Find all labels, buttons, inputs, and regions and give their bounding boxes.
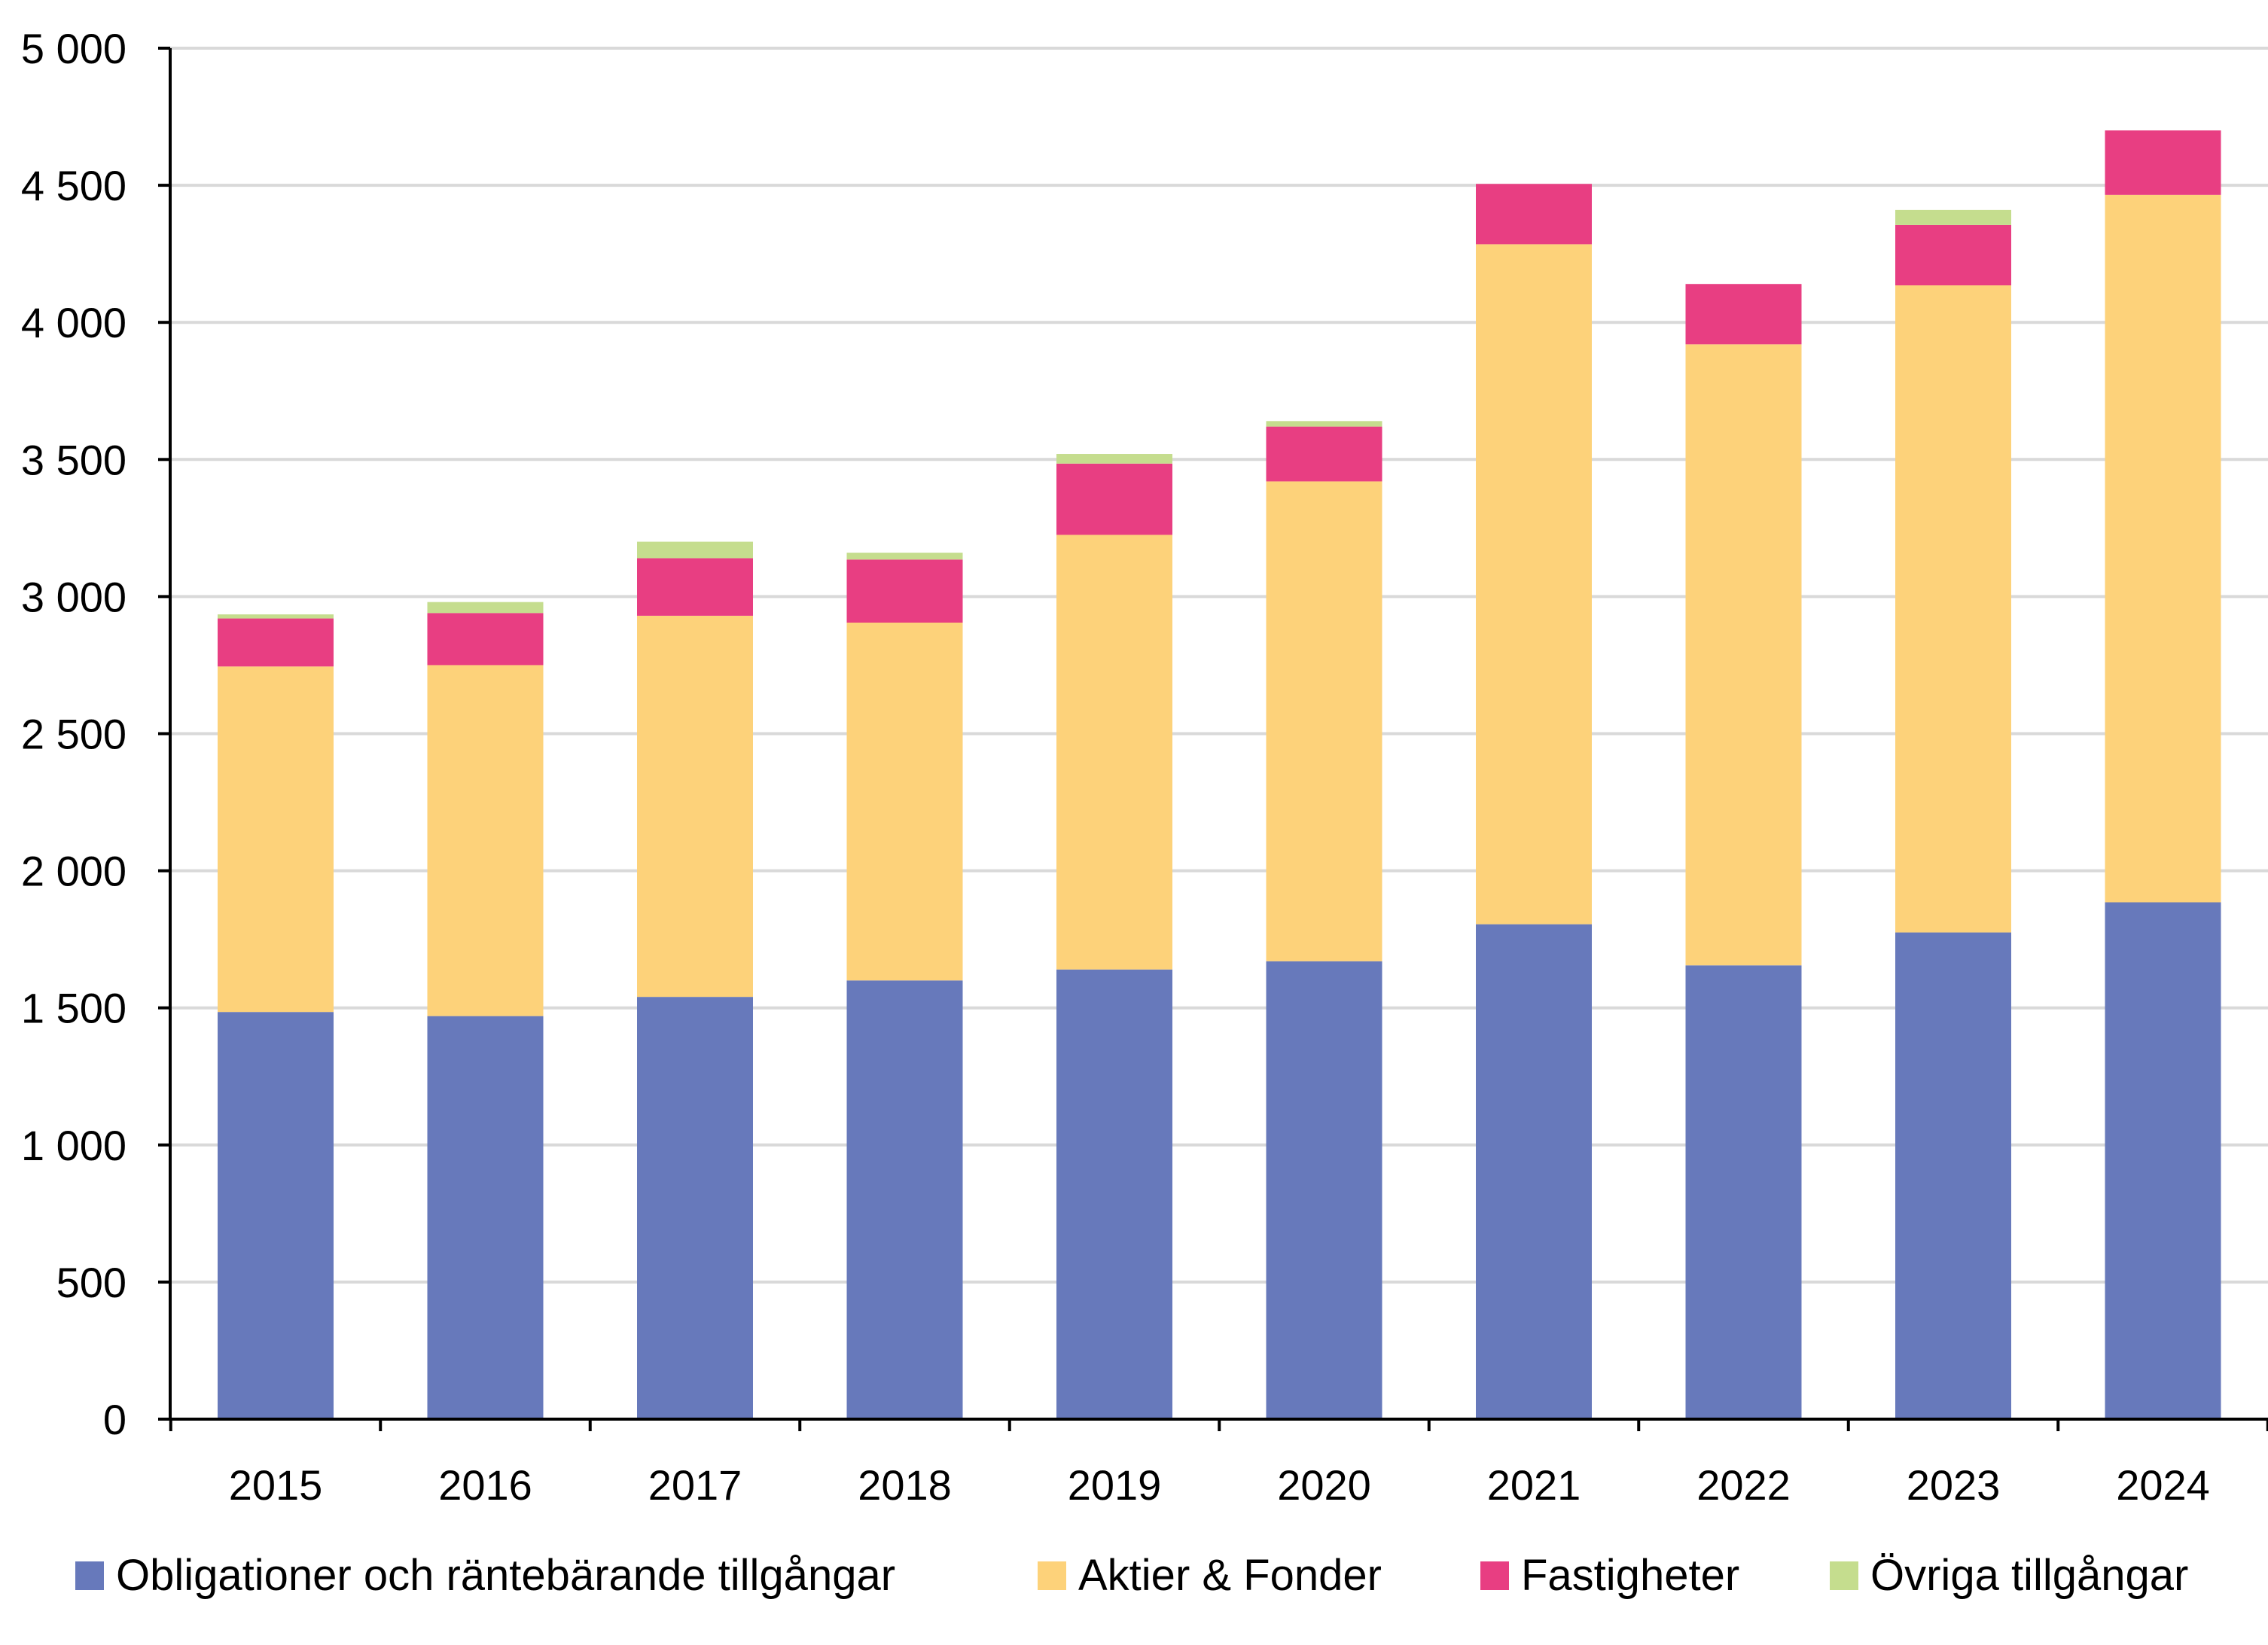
bar-2016-series-1 <box>427 665 544 1016</box>
x-tick-label-2020: 2020 <box>1277 1461 1371 1509</box>
legend-item-1: Aktier & Fonder <box>1038 1549 1382 1602</box>
y-tick-label: 3 000 <box>21 573 127 620</box>
legend-swatch <box>1480 1561 1509 1590</box>
bar-2023-series-2 <box>1895 224 2011 286</box>
bar-2015-series-2 <box>218 618 334 667</box>
bar-2022-series-0 <box>1685 965 1802 1419</box>
bars <box>218 130 2221 1419</box>
x-tick-label-2018: 2018 <box>858 1461 952 1509</box>
bar-2018-series-0 <box>846 980 963 1419</box>
legend-label: Aktier & Fonder <box>1078 1551 1382 1600</box>
bar-2022-series-2 <box>1685 284 1802 345</box>
bar-2020-series-0 <box>1266 961 1382 1419</box>
bar-2024-series-0 <box>2105 902 2221 1419</box>
y-tick-label: 500 <box>56 1259 127 1306</box>
bar-2019-series-0 <box>1056 969 1172 1419</box>
x-tick-label-2022: 2022 <box>1696 1461 1791 1509</box>
y-tick-label: 5 000 <box>21 25 127 72</box>
legend-label: Obligationer och räntebärande tillgångar <box>116 1551 896 1600</box>
y-tick-label: 2 500 <box>21 711 127 758</box>
y-tick-label: 4 500 <box>21 162 127 209</box>
legend-swatch <box>75 1561 104 1590</box>
bar-2019-series-1 <box>1056 535 1172 970</box>
bar-2020-series-2 <box>1266 426 1382 482</box>
bar-2020-series-3 <box>1266 421 1382 427</box>
bar-2023-series-1 <box>1895 285 2011 933</box>
y-tick-label: 1 000 <box>21 1122 127 1169</box>
bar-2021-series-1 <box>1476 244 1592 925</box>
x-tick-label-2021: 2021 <box>1487 1461 1581 1509</box>
bar-2023-series-3 <box>1895 209 2011 225</box>
bar-2016-series-2 <box>427 613 544 666</box>
legend-item-2: Fastigheter <box>1480 1549 1739 1602</box>
legend-item-0: Obligationer och räntebärande tillgångar <box>75 1549 895 1602</box>
legend: Obligationer och räntebärande tillgångar… <box>0 1549 2268 1602</box>
y-tick-label: 4 000 <box>21 299 127 346</box>
bar-2017-series-3 <box>637 541 753 559</box>
x-tick-label-2017: 2017 <box>648 1461 742 1509</box>
y-tick-labels: 0 500 1 000 1 500 2 000 2 500 3 000 3 500 4 000 4… <box>21 25 127 1443</box>
bar-2018-series-1 <box>846 622 963 981</box>
x-tick-label-2015: 2015 <box>229 1461 323 1509</box>
x-tick-label-2016: 2016 <box>438 1461 532 1509</box>
legend-item-3: Övriga tillgångar <box>1830 1549 2188 1602</box>
legend-swatch <box>1830 1561 1858 1590</box>
bar-2016-series-0 <box>427 1016 544 1419</box>
bar-2019-series-2 <box>1056 463 1172 535</box>
legend-label: Fastigheter <box>1521 1551 1740 1600</box>
bar-2015-series-3 <box>218 614 334 619</box>
axes <box>158 47 2268 1431</box>
bar-2019-series-3 <box>1056 454 1172 464</box>
legend-label: Övriga tillgångar <box>1870 1551 2189 1600</box>
bar-2024-series-1 <box>2105 194 2221 903</box>
y-tick-label: 3 500 <box>21 436 127 483</box>
x-tick-label-2019: 2019 <box>1068 1461 1162 1509</box>
bar-2015-series-0 <box>218 1012 334 1419</box>
bar-2016-series-3 <box>427 602 544 614</box>
bar-2015-series-1 <box>218 666 334 1013</box>
y-tick-label: 1 500 <box>21 985 127 1032</box>
bar-2017-series-1 <box>637 615 753 998</box>
x-tick-labels: 2015 2016 2017 2018 2019 2020 2021 2022 2023 2024 <box>229 1461 2210 1509</box>
x-tick-label-2023: 2023 <box>1907 1461 2001 1509</box>
bar-2024-series-2 <box>2105 130 2221 195</box>
bar-2017-series-0 <box>637 997 753 1419</box>
bar-2018-series-2 <box>846 559 963 623</box>
bar-2023-series-0 <box>1895 932 2011 1419</box>
y-tick-label: 0 <box>103 1396 127 1443</box>
y-tick-label: 2 000 <box>21 848 127 895</box>
bar-2021-series-0 <box>1476 924 1592 1419</box>
legend-swatch <box>1038 1561 1066 1590</box>
bar-2020-series-1 <box>1266 481 1382 961</box>
x-tick-label-2024: 2024 <box>2116 1461 2210 1509</box>
bar-2022-series-1 <box>1685 344 1802 966</box>
bar-2017-series-2 <box>637 558 753 616</box>
bar-2018-series-3 <box>846 553 963 560</box>
stacked-bar-chart: 0 500 1 000 1 500 2 000 2 500 3 000 3 500 4 000 4… <box>21 25 2268 1509</box>
bar-2021-series-2 <box>1476 184 1592 245</box>
